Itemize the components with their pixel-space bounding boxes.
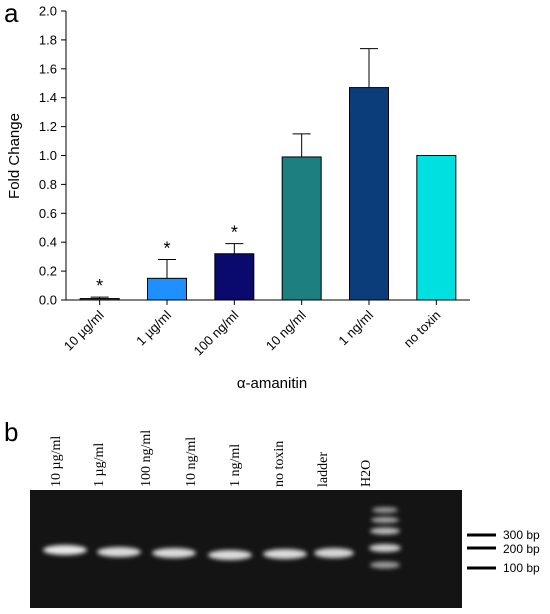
y-tick-label-3: 0.6 xyxy=(39,206,57,221)
lane-label-3: 100 ng/ml xyxy=(139,430,154,487)
y-axis-ticks: 0.0 0.2 0.4 0.6 0.8 1.0 1.2 1.4 1.6 1.8 2.0 xyxy=(39,4,66,308)
gel-band-5 xyxy=(263,549,307,559)
y-tick-label-6: 1.2 xyxy=(39,119,57,134)
x-axis-category-labels: 10 µg/ml 1 µg/ml 100 ng/ml 10 ng/ml 1 ng/ml n… xyxy=(61,300,444,358)
x-axis-title: α-amanitin xyxy=(237,375,307,392)
lane-label-8: H2O xyxy=(359,460,374,487)
bar-2 xyxy=(214,253,255,301)
lane-label-2: 1 µg/ml xyxy=(92,443,107,487)
bar-5 xyxy=(416,155,457,301)
ladder-band-top-2 xyxy=(371,517,399,523)
ladder-band-top-1 xyxy=(372,507,398,513)
y-tick-label-1: 0.2 xyxy=(39,264,57,279)
bp-label-300: 300 bp xyxy=(503,528,540,542)
y-tick-label-8: 1.6 xyxy=(39,61,57,76)
y-tick-label-7: 1.4 xyxy=(39,90,57,105)
x-tick-label-5: no toxin xyxy=(401,308,444,351)
gel-band-2 xyxy=(97,547,141,557)
ladder-band-200 xyxy=(369,544,401,552)
lane-label-5: 1 ng/ml xyxy=(228,444,243,487)
y-tick-label-4: 0.8 xyxy=(39,177,57,192)
gel-band-3 xyxy=(152,548,196,558)
y-tick-label-10: 2.0 xyxy=(39,4,57,19)
bp-label-200: 200 bp xyxy=(503,542,540,556)
lane-label-1: 10 µg/ml xyxy=(49,436,64,487)
lane-label-6: no toxin xyxy=(272,441,287,487)
y-tick-label-5: 1.0 xyxy=(39,148,57,163)
significance-star-2: * xyxy=(231,223,238,243)
significance-star-1: * xyxy=(163,239,170,259)
y-tick-label-0: 0.0 xyxy=(39,293,57,308)
x-tick-label-0: 10 µg/ml xyxy=(61,307,107,353)
y-tick-label-2: 0.4 xyxy=(39,235,57,250)
x-tick-label-3: 10 ng/ml xyxy=(263,307,309,353)
bars: * * * xyxy=(79,48,457,301)
bar-chart: 0.0 0.2 0.4 0.6 0.8 1.0 1.2 1.4 1.6 1.8 2.0 * * * 10… xyxy=(39,4,470,358)
bar-3 xyxy=(281,156,322,301)
x-tick-label-4: 1 ng/ml xyxy=(335,307,376,348)
panel-a-letter: a xyxy=(4,0,19,28)
bar-1 xyxy=(147,277,187,301)
gel-lane-labels: 10 µg/ml 1 µg/ml 100 ng/ml 10 ng/ml 1 ng… xyxy=(49,430,374,487)
bar-4 xyxy=(349,87,389,301)
x-tick-label-1: 1 µg/ml xyxy=(133,307,174,348)
lane-label-7: ladder xyxy=(316,452,331,487)
gel-band-6 xyxy=(314,548,354,558)
x-tick-label-2: 100 ng/ml xyxy=(190,307,241,358)
bp-label-100: 100 bp xyxy=(503,561,540,575)
y-axis-title: Fold Change xyxy=(6,113,23,199)
panel-b-letter: b xyxy=(4,417,18,447)
y-tick-label-9: 1.8 xyxy=(39,32,57,47)
gel-band-4 xyxy=(208,550,252,560)
gel-image xyxy=(30,490,462,608)
lane-label-4: 10 ng/ml xyxy=(184,437,199,487)
ladder-band-100 xyxy=(370,561,400,569)
ladder-band-300 xyxy=(370,527,400,535)
significance-star-0: * xyxy=(96,276,103,296)
gel-band-1 xyxy=(43,545,87,555)
bp-markers: 300 bp 200 bp 100 bp xyxy=(467,528,540,575)
